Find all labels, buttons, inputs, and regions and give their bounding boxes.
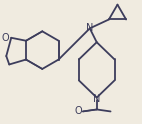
Text: N: N <box>93 94 100 104</box>
Text: O: O <box>74 106 82 116</box>
Text: O: O <box>1 33 9 43</box>
Text: N: N <box>86 23 93 33</box>
